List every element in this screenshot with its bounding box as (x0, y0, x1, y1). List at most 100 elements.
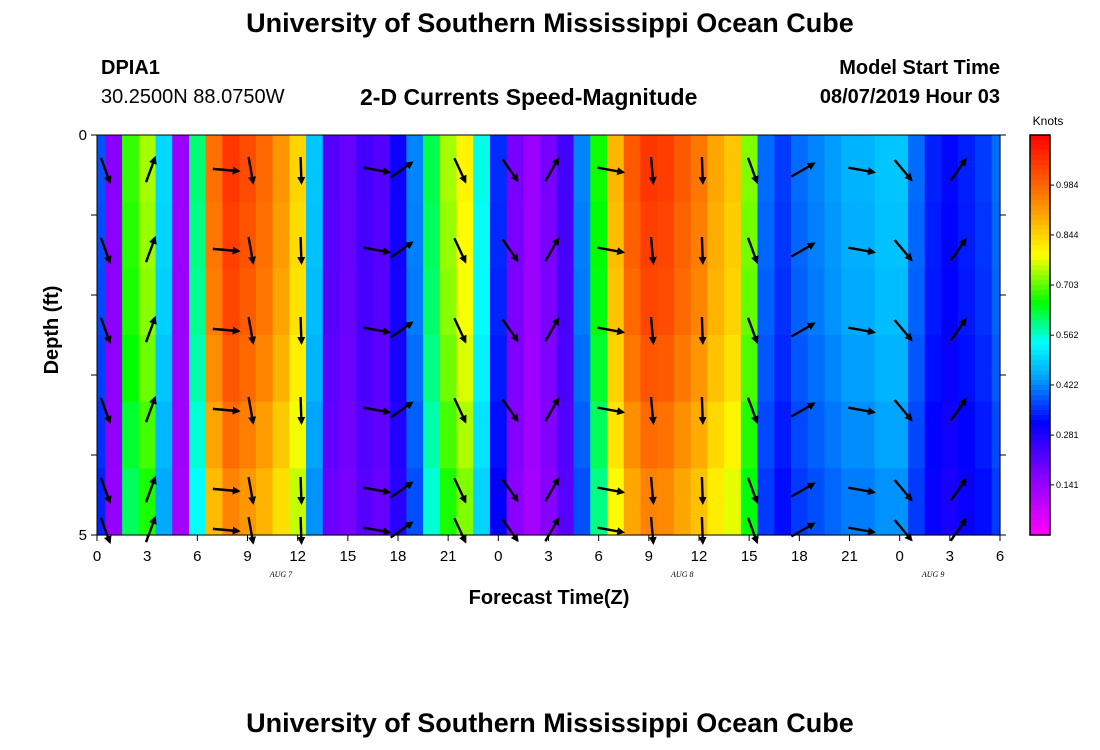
heatmap-cell (941, 401, 959, 469)
heatmap-cell (874, 268, 892, 336)
heatmap-cell (473, 401, 491, 469)
heatmap-cell (239, 268, 257, 336)
current-vector-arrow (746, 517, 759, 545)
heatmap-cell (690, 268, 708, 336)
heatmap-cell (991, 468, 1001, 536)
current-vector-arrow (893, 319, 913, 342)
colorbar-segment (1030, 385, 1050, 391)
current-vector-arrow (297, 396, 306, 425)
heatmap-cell (724, 135, 742, 203)
heatmap-cell (740, 401, 759, 469)
current-vector-arrow (698, 236, 707, 265)
heatmap-cell (523, 335, 541, 403)
heatmap-cell (138, 335, 157, 403)
heatmap-cell (205, 335, 224, 403)
heatmap-cell (97, 401, 106, 469)
heatmap-cell (857, 135, 876, 203)
colorbar-segment (1030, 530, 1050, 536)
heatmap-cell (556, 335, 575, 403)
heatmap-cell (523, 268, 541, 336)
heatmap-cell (908, 268, 926, 336)
current-vector-arrow (99, 317, 112, 345)
heatmap-cell (640, 135, 658, 203)
heatmap-cell (322, 201, 341, 269)
heatmap-cell (239, 335, 257, 403)
current-vector-arrow (648, 236, 657, 265)
heatmap-cell (439, 401, 458, 469)
colorbar-segment (1030, 470, 1050, 476)
heatmap-cell (607, 401, 625, 469)
heatmap-cell (372, 401, 391, 469)
current-vector-arrow (247, 516, 256, 545)
heatmap-cell (590, 268, 608, 336)
axes: 0 3 6 9 12 15 18 21 0 3 6 9 12 15 18 21 0 3 6 AUG 7 AUG 8 AUG… (79, 127, 1006, 579)
heatmap-cell (824, 201, 842, 269)
heatmap-cell (556, 268, 575, 336)
colorbar-segment (1030, 300, 1050, 306)
heatmap-cell (958, 401, 976, 469)
heatmap-cell (540, 201, 558, 269)
heatmap-cell (306, 201, 324, 269)
current-vector-arrow (648, 516, 657, 545)
colorbar-segment (1030, 285, 1050, 291)
heatmap-cell (272, 335, 290, 403)
heatmap-cell (924, 401, 943, 469)
heatmap-cell (891, 401, 909, 469)
current-vector-arrow (698, 396, 707, 425)
heatmap-cell (673, 201, 692, 269)
heatmap-cell (255, 268, 274, 336)
current-vector-arrow (848, 486, 876, 496)
heatmap-cell (941, 135, 959, 203)
heatmap-cell (974, 335, 993, 403)
heatmap-cell (958, 335, 976, 403)
current-vector-arrow (746, 157, 759, 185)
colorbar-segment (1030, 525, 1050, 531)
colorbar-segment (1030, 240, 1050, 246)
current-vector-arrow (453, 477, 467, 504)
heatmap-cell (540, 401, 558, 469)
heatmap-cell (406, 135, 424, 203)
current-vector-arrow (297, 236, 306, 265)
colorbar-tick-label: 0.562 (1056, 330, 1079, 340)
current-vector-arrow (501, 238, 519, 263)
heatmap-cell (389, 268, 407, 336)
heatmap-cell (122, 135, 140, 203)
current-vector-arrow (648, 156, 657, 185)
colorbar-segment (1030, 380, 1050, 386)
heatmap-cell (673, 335, 692, 403)
heatmap-cell (356, 201, 374, 269)
heatmap-cell (523, 468, 541, 536)
heatmap-cell (640, 468, 658, 536)
heatmap-cell (205, 268, 224, 336)
heatmap-cell (807, 401, 826, 469)
heatmap-cell (724, 335, 742, 403)
current-vector-arrow (453, 157, 467, 184)
current-vector-arrow (501, 398, 519, 423)
heatmap-cell (774, 468, 792, 536)
current-vector-arrow (893, 159, 913, 182)
current-vector-arrow (597, 246, 626, 256)
heatmap-cell (757, 335, 775, 403)
colorbar-segment (1030, 330, 1050, 336)
heatmap-cell (590, 401, 608, 469)
heatmap-cell (724, 268, 742, 336)
heatmap-cell (122, 335, 140, 403)
y-tick-label: 0 (79, 127, 87, 144)
heatmap-cell (891, 468, 909, 536)
colorbar-segment (1030, 405, 1050, 411)
colorbar-segment (1030, 445, 1050, 451)
colorbar-label: Knots (1033, 114, 1064, 128)
heatmap-cell (205, 468, 224, 536)
current-vector-arrow (949, 397, 967, 422)
heatmap-cell (222, 201, 240, 269)
heatmap-cell (489, 401, 508, 469)
colorbar-segment (1030, 250, 1050, 256)
heatmap-cell (306, 335, 324, 403)
heatmap-cell (874, 201, 892, 269)
heatmap-cell (573, 401, 591, 469)
heatmap-cell (322, 268, 341, 336)
heatmap-cell (590, 201, 608, 269)
heatmap-cell (573, 268, 591, 336)
x-tick-label: 21 (440, 548, 457, 565)
colorbar-segment (1030, 210, 1050, 216)
